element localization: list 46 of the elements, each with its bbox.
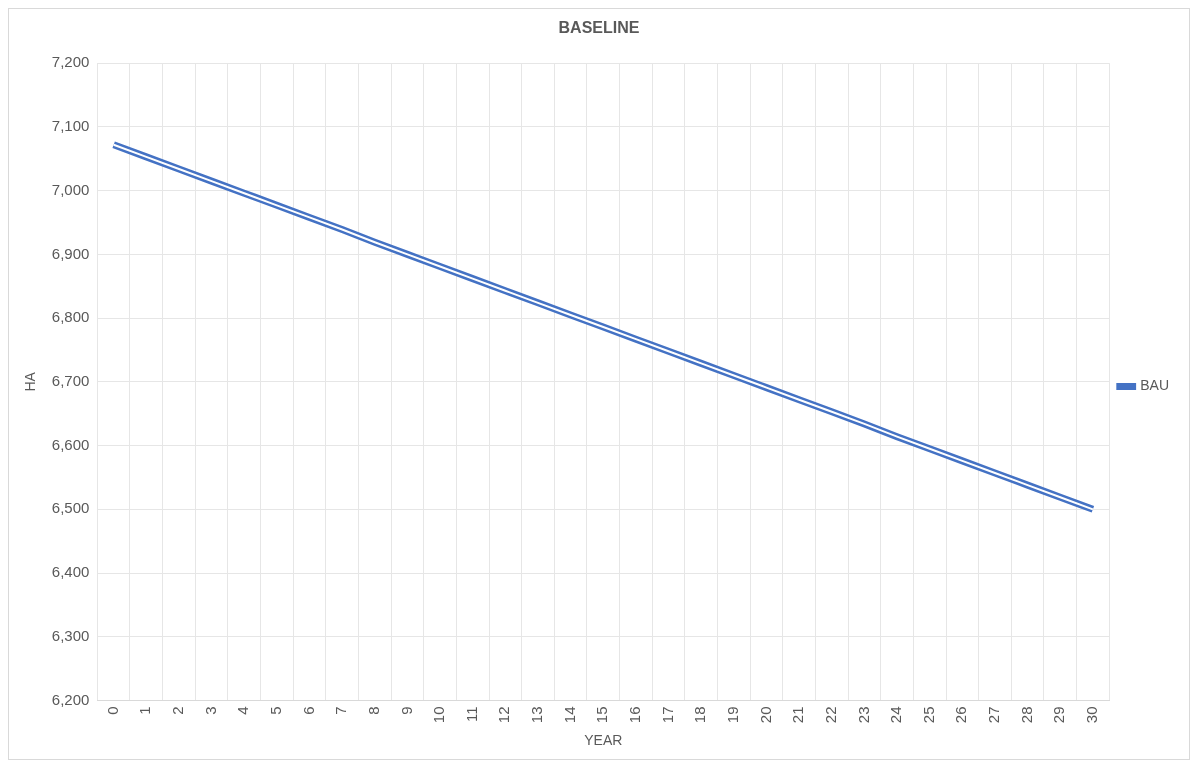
x-tick-label: 9 — [397, 706, 415, 715]
x-axis-title: YEAR — [584, 732, 623, 749]
x-tick-label: 12 — [495, 706, 513, 724]
x-tick-label: 26 — [952, 706, 970, 724]
x-tick-label: 10 — [430, 706, 448, 724]
x-tick-label: 8 — [364, 706, 382, 715]
x-tick-label: 17 — [658, 706, 676, 724]
x-tick-label: 11 — [462, 706, 480, 723]
x-tick-label: 21 — [789, 706, 807, 724]
x-tick-label: 25 — [919, 706, 937, 724]
y-tick-label: 6,200 — [51, 690, 90, 708]
x-tick-label: 27 — [985, 706, 1003, 724]
y-tick-label: 6,700 — [51, 372, 90, 389]
y-tick-label: 6,300 — [51, 626, 90, 644]
x-tick-label: 4 — [234, 706, 252, 715]
x-tick-label: 0 — [103, 706, 121, 715]
x-tick-label: 29 — [1050, 706, 1068, 724]
x-tick-label: 3 — [201, 706, 219, 715]
y-tick-label: 6,400 — [51, 563, 90, 581]
x-tick-label: 2 — [169, 706, 187, 715]
chart-title: BASELINE — [558, 19, 640, 37]
y-tick-label: 7,000 — [51, 180, 90, 198]
x-tick-label: 24 — [887, 706, 905, 724]
y-tick-label: 7,100 — [51, 117, 90, 135]
x-tick-label: 6 — [299, 706, 317, 715]
x-tick-label: 13 — [528, 706, 546, 724]
legend-label: BAU — [1140, 377, 1170, 394]
x-tick-label: 1 — [136, 706, 154, 715]
x-tick-label: 7 — [332, 706, 350, 715]
x-tick-label: 23 — [854, 706, 872, 724]
x-tick-label: 15 — [593, 706, 611, 724]
x-tick-label: 16 — [626, 706, 644, 724]
x-tick-label: 30 — [1083, 706, 1101, 724]
x-tick-label: 5 — [267, 706, 284, 715]
x-tick-label: 28 — [1017, 706, 1035, 724]
x-tick-label: 20 — [756, 706, 774, 724]
y-tick-label: 6,500 — [51, 499, 90, 517]
y-tick-label: 7,200 — [51, 53, 90, 71]
x-tick-label: 19 — [723, 706, 741, 724]
y-tick-label: 6,800 — [51, 308, 90, 326]
x-tick-label: 14 — [560, 706, 578, 724]
y-tick-label: 6,900 — [51, 244, 90, 262]
x-tick-label: 18 — [691, 706, 709, 724]
y-tick-label: 6,600 — [51, 435, 90, 453]
x-tick-label: 22 — [821, 706, 839, 724]
y-axis-title: HA — [22, 371, 39, 392]
